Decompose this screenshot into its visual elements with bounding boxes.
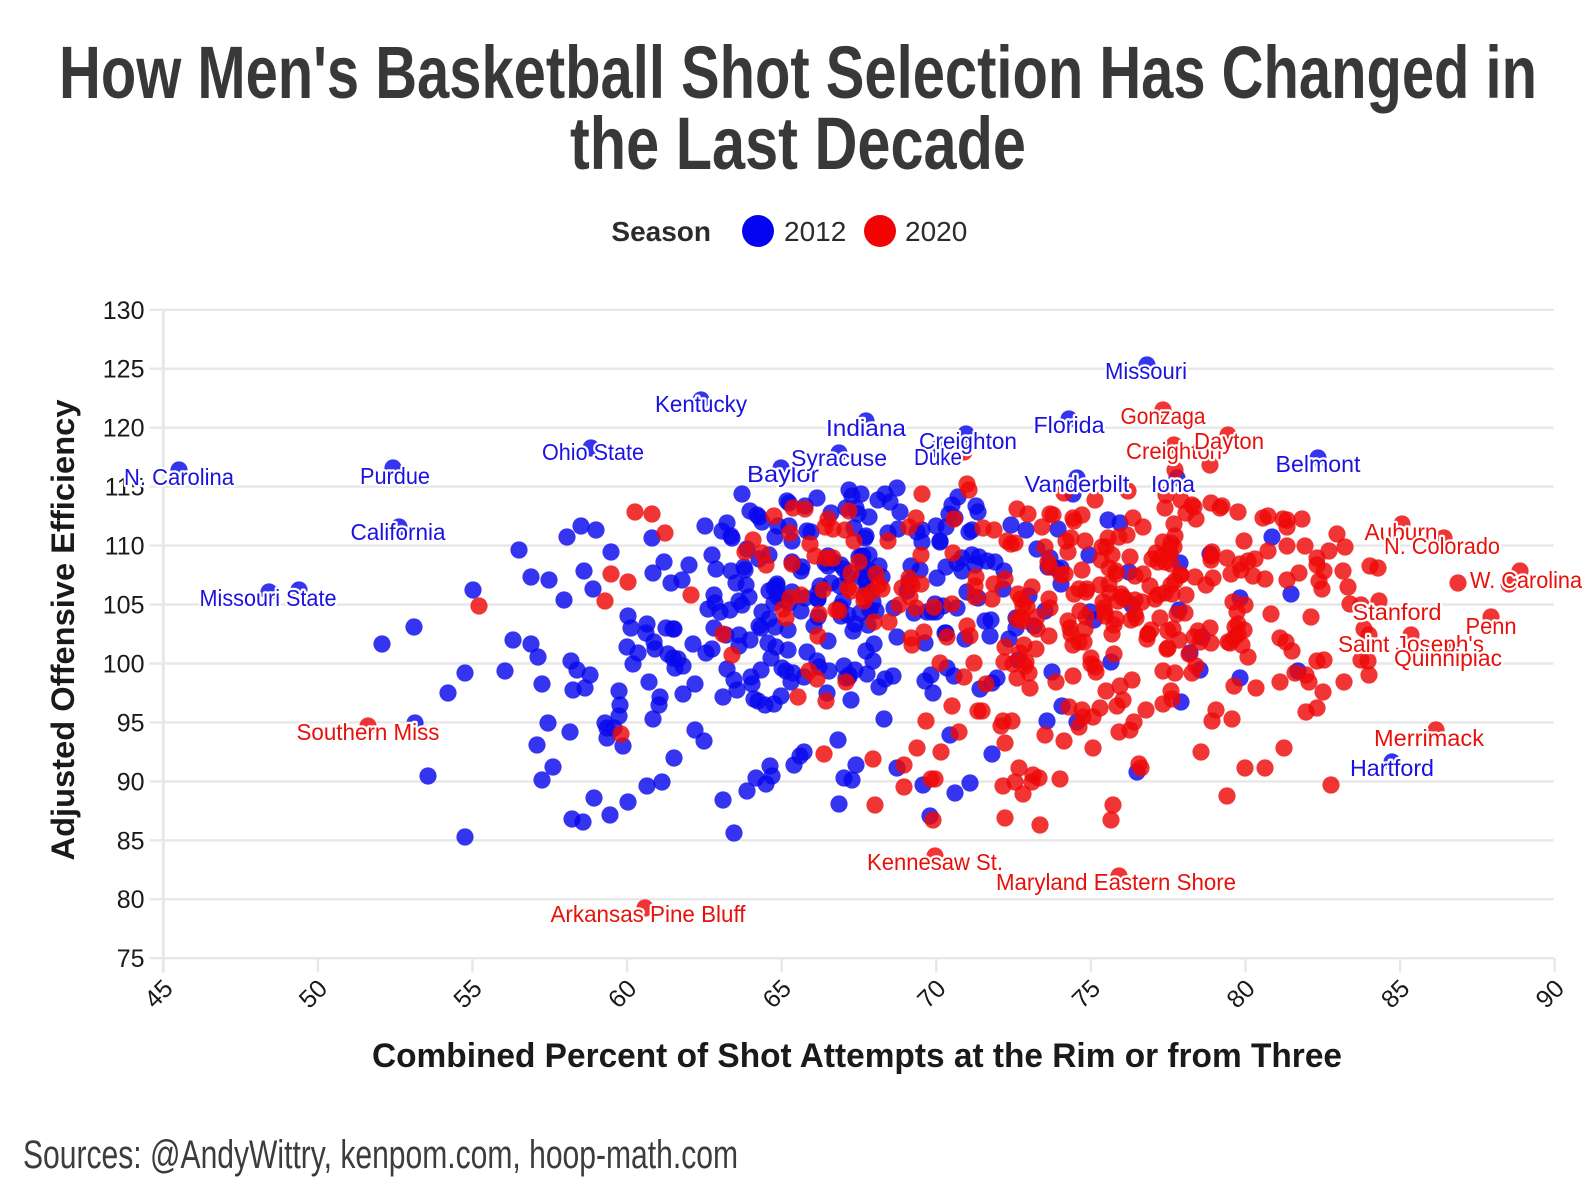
svg-text:N. Carolina: N. Carolina bbox=[124, 464, 234, 490]
svg-text:Combined Percent of Shot Attem: Combined Percent of Shot Attempts at the… bbox=[372, 1037, 1342, 1075]
svg-text:Ohio State: Ohio State bbox=[542, 439, 644, 465]
svg-text:Duke: Duke bbox=[914, 444, 962, 470]
svg-text:75: 75 bbox=[117, 945, 145, 973]
svg-text:100: 100 bbox=[103, 651, 145, 679]
svg-text:90: 90 bbox=[117, 768, 145, 796]
svg-text:Vanderbilt: Vanderbilt bbox=[1025, 471, 1131, 497]
svg-text:80: 80 bbox=[117, 886, 145, 914]
svg-text:Merrimack: Merrimack bbox=[1374, 725, 1484, 751]
svg-text:Creighton: Creighton bbox=[1126, 438, 1222, 464]
svg-text:Penn: Penn bbox=[1466, 613, 1517, 639]
svg-text:Baylor: Baylor bbox=[747, 461, 819, 487]
svg-text:W. Carolina: W. Carolina bbox=[1470, 567, 1582, 593]
svg-text:Southern Miss: Southern Miss bbox=[297, 719, 440, 745]
svg-text:Adjusted Offensive Efficiency: Adjusted Offensive Efficiency bbox=[45, 399, 81, 860]
svg-text:Florida: Florida bbox=[1034, 412, 1105, 438]
svg-text:Syracuse: Syracuse bbox=[791, 445, 887, 471]
svg-text:How Men's Basketball Shot Sele: How Men's Basketball Shot Selection Has … bbox=[59, 31, 1537, 114]
svg-text:Purdue: Purdue bbox=[360, 463, 430, 489]
svg-text:Dayton: Dayton bbox=[1194, 428, 1264, 454]
svg-text:2020: 2020 bbox=[905, 216, 967, 247]
svg-text:85: 85 bbox=[117, 827, 145, 855]
svg-text:Kentucky: Kentucky bbox=[655, 391, 747, 417]
svg-text:Kennesaw St.: Kennesaw St. bbox=[867, 849, 1003, 875]
svg-text:the Last Decade: the Last Decade bbox=[570, 102, 1026, 185]
svg-text:Sources: @AndyWittry, kenpom.c: Sources: @AndyWittry, kenpom.com, hoop-m… bbox=[23, 1133, 738, 1177]
svg-text:Hartford: Hartford bbox=[1350, 755, 1434, 781]
svg-text:Quinnipiac: Quinnipiac bbox=[1394, 645, 1502, 671]
svg-text:Maryland Eastern Shore: Maryland Eastern Shore bbox=[996, 869, 1236, 895]
svg-text:130: 130 bbox=[103, 297, 145, 325]
svg-text:105: 105 bbox=[103, 592, 145, 620]
svg-text:Iona: Iona bbox=[1151, 471, 1195, 497]
svg-text:125: 125 bbox=[103, 356, 145, 384]
svg-text:Indiana: Indiana bbox=[826, 415, 906, 441]
svg-text:Gonzaga: Gonzaga bbox=[1121, 403, 1206, 429]
svg-text:Missouri: Missouri bbox=[1105, 358, 1187, 384]
svg-text:Saint Joseph's: Saint Joseph's bbox=[1338, 631, 1484, 657]
svg-text:N. Colorado: N. Colorado bbox=[1384, 533, 1500, 559]
svg-text:Season: Season bbox=[611, 216, 711, 247]
svg-text:115: 115 bbox=[105, 474, 145, 502]
svg-text:2012: 2012 bbox=[784, 216, 846, 247]
svg-text:Auburn: Auburn bbox=[1365, 519, 1438, 545]
svg-text:Creighton: Creighton bbox=[919, 428, 1017, 454]
svg-text:95: 95 bbox=[117, 709, 145, 737]
svg-text:120: 120 bbox=[103, 415, 145, 443]
svg-text:Arkansas Pine Bluff: Arkansas Pine Bluff bbox=[551, 901, 747, 927]
svg-text:California: California bbox=[351, 519, 446, 545]
svg-text:Missouri State: Missouri State bbox=[200, 585, 337, 611]
svg-text:Belmont: Belmont bbox=[1276, 451, 1362, 477]
svg-text:110: 110 bbox=[105, 533, 145, 561]
svg-text:Stanford: Stanford bbox=[1353, 599, 1442, 625]
